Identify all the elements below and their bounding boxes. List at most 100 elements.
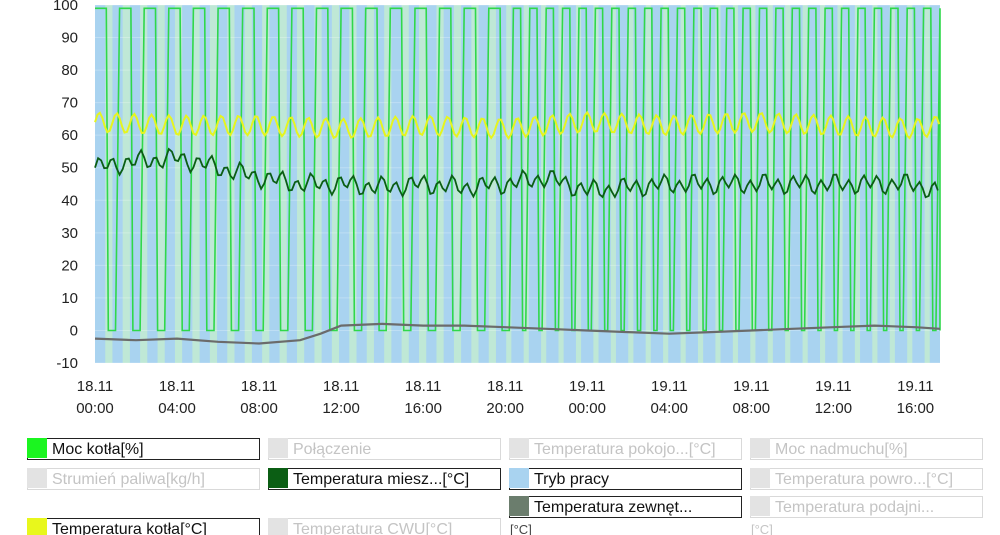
x-tick-time: 00:00 <box>568 400 606 417</box>
mode-stripe <box>192 5 200 363</box>
legend-label: Temperatura pokojo...[°C] <box>534 441 716 458</box>
legend-item-moc-kotla[interactable]: Moc kotła[%] <box>27 438 260 460</box>
mode-stripe <box>174 5 183 363</box>
mode-stripe <box>279 5 287 363</box>
legend-label: Tryb pracy <box>534 471 609 488</box>
y-tick-label: 20 <box>61 257 78 274</box>
y-tick-label: 60 <box>61 127 78 144</box>
y-tick-label: 90 <box>61 30 78 47</box>
legend-swatch <box>268 468 288 488</box>
legend-unit-zewnetrzna: [°C] <box>510 522 532 535</box>
series-layer <box>94 7 941 345</box>
legend-swatch <box>750 468 770 488</box>
y-tick-label: 50 <box>61 160 78 177</box>
mode-stripe <box>105 5 113 363</box>
mode-stripe <box>209 5 218 363</box>
legend: Moc kotła[%] Połączenie Temperatura poko… <box>0 430 1000 535</box>
x-tick-date: 19.11 <box>897 378 933 395</box>
mode-stripe <box>802 5 808 363</box>
legend-item-temperatura-cwu[interactable]: Temperatura CWU[°C] <box>268 518 501 535</box>
y-tick-label: -10 <box>56 355 78 372</box>
y-tick-label: 10 <box>61 290 78 307</box>
y-tick-label: 0 <box>70 322 78 339</box>
mode-stripe <box>488 5 496 363</box>
legend-item-moc-nadmuchu[interactable]: Moc nadmuchu[%] <box>750 438 983 460</box>
mode-stripe <box>889 5 895 363</box>
y-tick-label: 40 <box>61 192 78 209</box>
mode-stripe <box>506 5 512 363</box>
x-tick-date: 18.11 <box>405 378 441 395</box>
x-tick-date: 18.11 <box>77 378 113 395</box>
legend-label: Strumień paliwa[kg/h] <box>52 471 205 488</box>
mode-stripe <box>157 5 165 363</box>
legend-unit-podajnika: [°C] <box>751 522 773 535</box>
x-tick-time: 20:00 <box>486 400 524 417</box>
mode-stripe <box>872 5 878 363</box>
x-tick-date: 19.11 <box>651 378 687 395</box>
legend-item-temperatura-powrotu[interactable]: Temperatura powro...[°C] <box>750 468 983 490</box>
legend-item-temperatura-zewnetrzna[interactable]: Temperatura zewnęt... <box>509 496 742 518</box>
y-tick-label: 80 <box>61 62 78 79</box>
mode-stripe <box>924 5 930 363</box>
x-tick-time: 00:00 <box>76 400 114 417</box>
legend-swatch <box>27 518 47 535</box>
mode-stripe <box>401 5 409 363</box>
legend-label: Temperatura zewnęt... <box>534 499 693 516</box>
x-tick-date: 18.11 <box>323 378 359 395</box>
legend-swatch <box>27 438 47 458</box>
x-tick-date: 18.11 <box>241 378 277 395</box>
legend-label: Temperatura kotła[°C] <box>52 521 207 535</box>
x-tick-time: 08:00 <box>733 400 771 417</box>
x-tick-time: 04:00 <box>158 400 196 417</box>
legend-label: Temperatura CWU[°C] <box>293 521 453 535</box>
x-tick-time: 12:00 <box>815 400 853 417</box>
legend-item-polaczenie[interactable]: Połączenie <box>268 438 501 460</box>
mode-stripe <box>767 5 773 363</box>
legend-label: Temperatura powro...[°C] <box>775 471 954 488</box>
x-tick-date: 19.11 <box>569 378 605 395</box>
legend-swatch <box>750 438 770 458</box>
mode-stripe <box>785 5 791 363</box>
series-line-temperatura-mieszacza <box>94 147 939 199</box>
mode-stripe <box>663 5 669 363</box>
mode-stripe <box>366 5 374 363</box>
x-tick-time: 04:00 <box>650 400 688 417</box>
legend-item-tryb-pracy[interactable]: Tryb pracy <box>509 468 742 490</box>
legend-label: Połączenie <box>293 441 372 458</box>
series-line-temperatura-zewnetrzna <box>94 322 941 345</box>
legend-swatch <box>268 518 288 535</box>
y-tick-label: 70 <box>61 95 78 112</box>
legend-swatch <box>268 438 288 458</box>
x-tick-time: 12:00 <box>322 400 360 417</box>
mode-stripe <box>628 5 634 363</box>
mode-stripe <box>575 5 582 363</box>
legend-item-temperatura-mieszacza[interactable]: Temperatura miesz...[°C] <box>268 468 501 490</box>
legend-label: Moc nadmuchu[%] <box>775 441 908 458</box>
mode-stripe <box>471 5 479 363</box>
x-tick-date: 19.11 <box>733 378 769 395</box>
mode-stripe <box>297 5 305 363</box>
mode-stripe <box>680 5 686 363</box>
series-line-temperatura-kotla <box>94 110 941 140</box>
legend-label: Temperatura miesz...[°C] <box>293 471 470 488</box>
mode-stripe <box>610 5 616 363</box>
legend-label: Temperatura podajni... <box>775 499 935 516</box>
legend-item-temperatura-podajnika[interactable]: Temperatura podajni... <box>750 496 983 518</box>
legend-item-temperatura-pokojowa[interactable]: Temperatura pokojo...[°C] <box>509 438 742 460</box>
legend-item-temperatura-kotla[interactable]: Temperatura kotła[°C] <box>27 518 260 535</box>
legend-swatch <box>509 496 529 516</box>
legend-item-strumien-paliwa[interactable]: Strumień paliwa[kg/h] <box>27 468 260 490</box>
mode-stripe <box>854 5 861 363</box>
y-tick-label: 100 <box>53 0 78 14</box>
legend-swatch <box>509 468 529 488</box>
x-tick-time: 16:00 <box>404 400 442 417</box>
mode-stripe <box>523 5 529 363</box>
legend-swatch <box>27 468 47 488</box>
mode-stripe <box>140 5 148 363</box>
x-tick-time: 08:00 <box>240 400 278 417</box>
legend-swatch <box>750 496 770 516</box>
legend-swatch <box>509 438 529 458</box>
y-tick-label: 30 <box>61 225 78 242</box>
